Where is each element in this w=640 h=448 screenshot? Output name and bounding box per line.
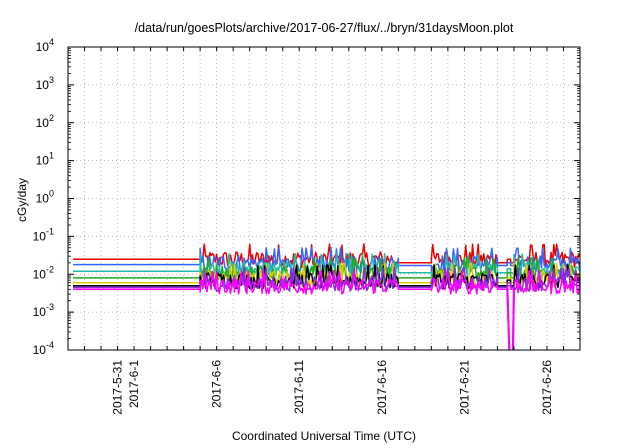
x-axis: 2017-5-31 2017-6-1 2017-6-6 2017-6-11 2017-6…: [67, 47, 581, 415]
grid: [68, 47, 580, 350]
x-tick-label: 2017-6-16: [375, 360, 389, 415]
y-tick-label: 10-1: [33, 226, 54, 243]
series-line: [73, 269, 581, 295]
dropout-line: [506, 289, 515, 351]
x-tick-label: 2017-5-31: [111, 360, 125, 415]
y-tick-label: 10-2: [33, 264, 54, 281]
y-tick-label: 101: [36, 151, 54, 168]
x-tick-label: 2017-6-6: [210, 360, 224, 408]
x-tick-label: 2017-6-11: [292, 360, 306, 414]
y-tick-label: 100: [36, 189, 54, 206]
series-line: [73, 252, 581, 278]
chart-title: /data/run/goesPlots/archive/2017-06-27/f…: [135, 21, 514, 35]
x-axis-label: Coordinated Universal Time (UTC): [232, 429, 416, 443]
x-tick-label: 2017-6-1: [127, 360, 141, 408]
y-tick-label: 10-4: [33, 340, 54, 357]
y-axis: 10-4 10-3 10-2 10-1 100 101 102 103 104: [33, 37, 580, 357]
y-tick-label: 104: [36, 37, 54, 54]
series-layer: [73, 243, 581, 351]
y-axis-label: cGy/day: [15, 178, 29, 222]
y-tick-label: 102: [36, 113, 54, 130]
x-tick-label: 2017-6-21: [457, 360, 471, 415]
y-tick-label: 10-3: [33, 302, 54, 319]
x-tick-label: 2017-6-26: [540, 360, 554, 415]
y-tick-label: 103: [36, 75, 54, 92]
